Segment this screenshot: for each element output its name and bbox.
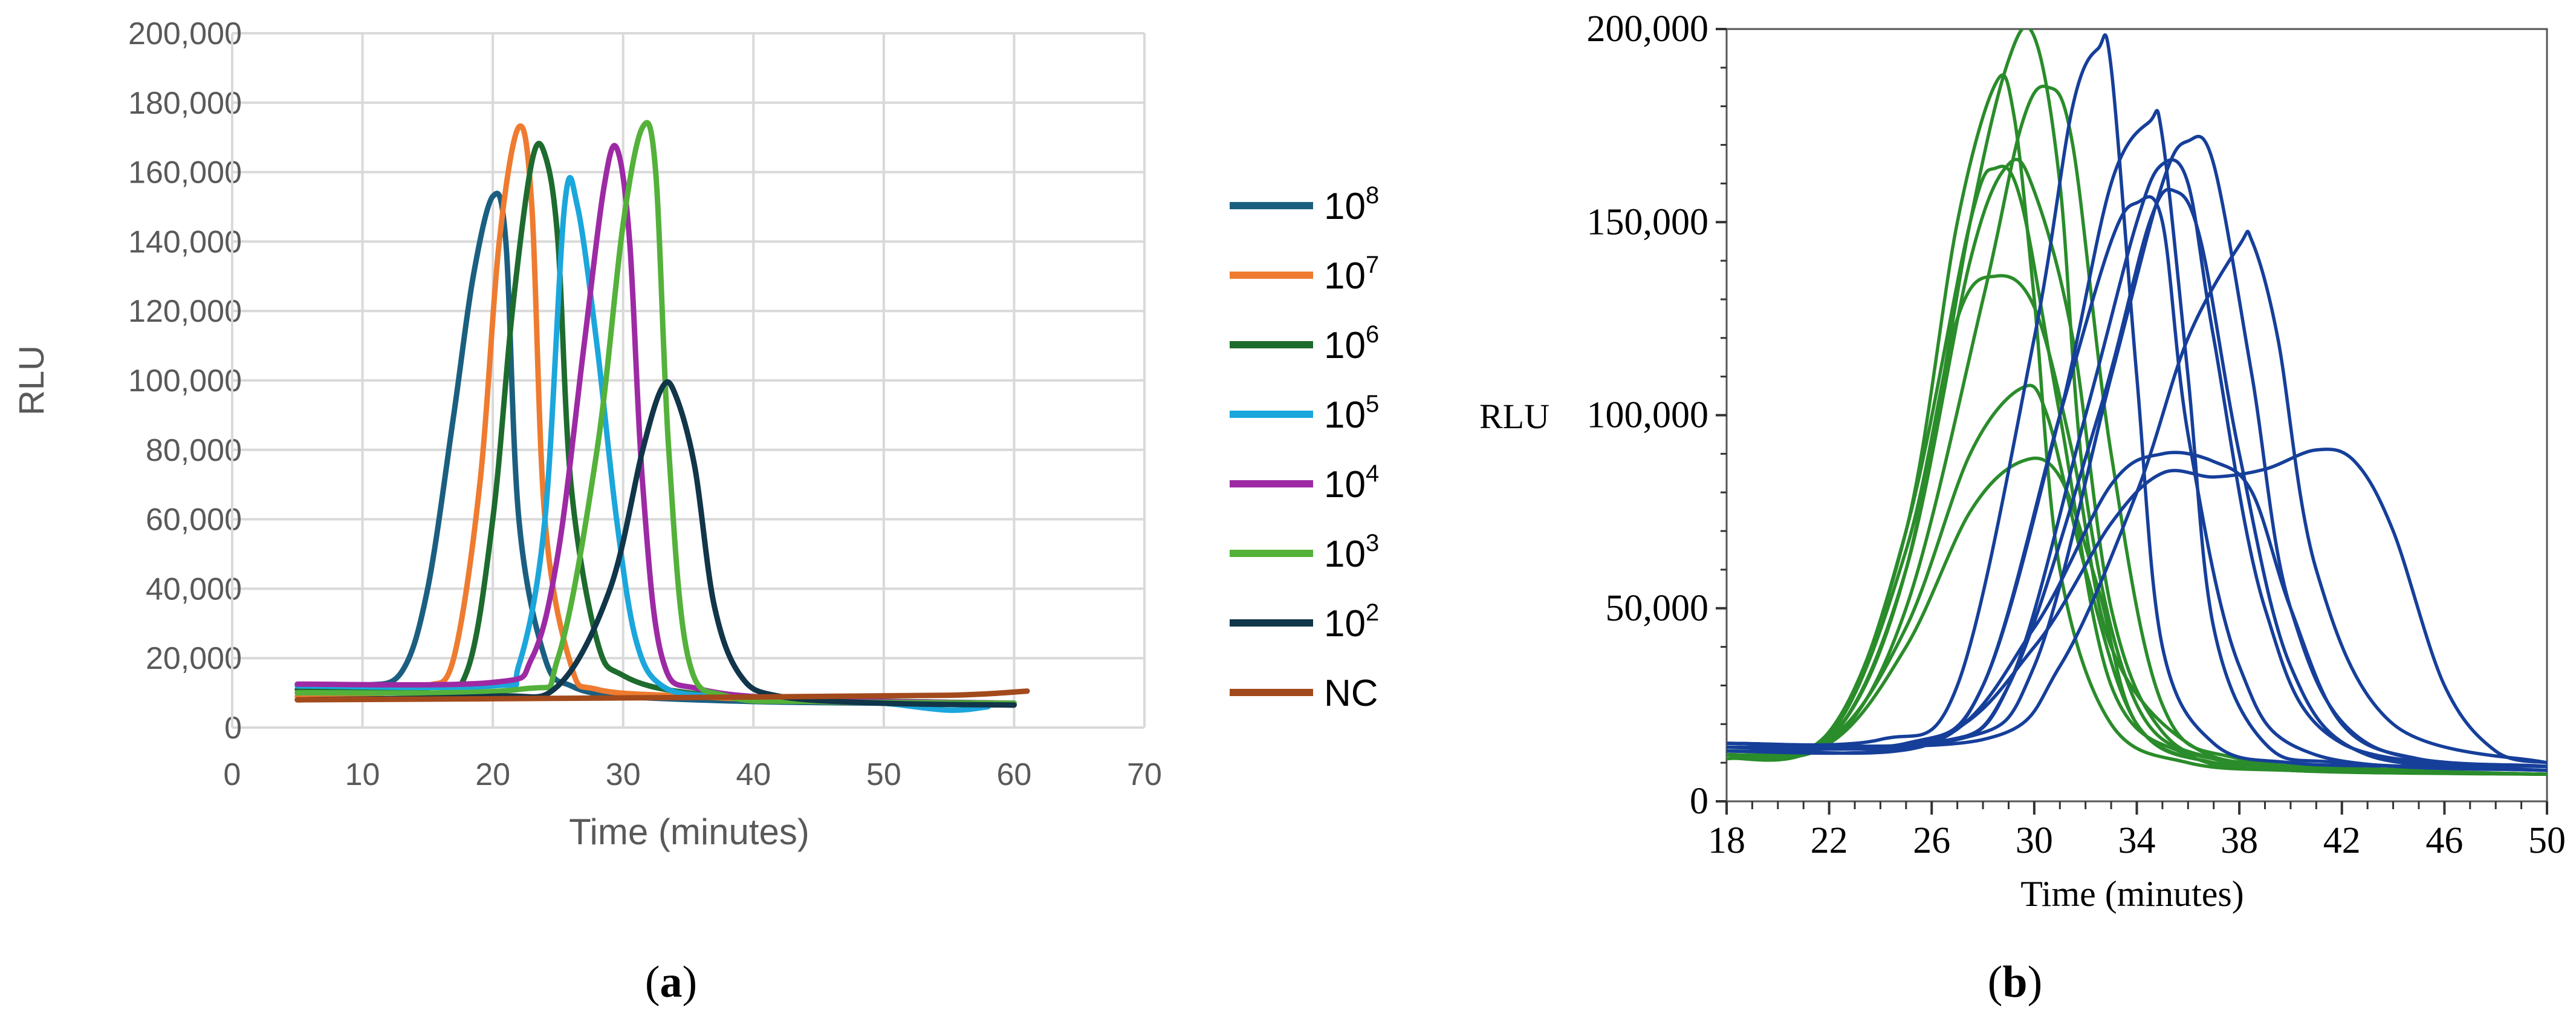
x-tick-label: 34: [2118, 820, 2156, 861]
green-curve: [1727, 157, 2547, 777]
legend-label: 107: [1324, 252, 1379, 297]
x-tick-label: 46: [2425, 820, 2463, 861]
chart-a: 0 20,000 40,000 60,000 80,000 100,000 120,000 1…: [12, 16, 1379, 852]
chart-b: 0 50,000 100,000 150,000 200,000 18 22 26 30 34 38…: [1479, 8, 2566, 914]
x-tick-label: 38: [2221, 820, 2258, 861]
x-tick-label: 20: [475, 757, 510, 792]
x-tick-label: 40: [736, 757, 771, 792]
x-tick-label: 42: [2323, 820, 2361, 861]
y-tick-label: 0: [1690, 781, 1708, 822]
y-tick-label: 80,000: [146, 433, 242, 468]
y-tick-label: 200,000: [128, 16, 242, 51]
legend-label: 105: [1324, 391, 1379, 436]
blue-curve: [1727, 229, 2547, 764]
legend-label: 106: [1324, 321, 1379, 366]
legend-label: NC: [1324, 673, 1378, 714]
panel-a-label: (a): [645, 957, 697, 1007]
y-tick-label: 180,000: [128, 86, 242, 121]
legend-label: 104: [1324, 460, 1379, 506]
y-tick-label: 150,000: [1587, 201, 1709, 243]
y-tick-label: 120,000: [128, 294, 242, 329]
series-group: [1727, 29, 2547, 777]
x-tick-label: 0: [224, 757, 241, 792]
x-tick-label: 70: [1127, 757, 1162, 792]
plot-frame: [1725, 28, 2548, 803]
series-line: [294, 379, 1017, 708]
x-tick-label: 50: [866, 757, 901, 792]
x-tick-label: 18: [1708, 820, 1745, 861]
legend-label: 102: [1324, 599, 1379, 645]
y-tick-label: 50,000: [1606, 588, 1709, 629]
green-curve: [1727, 164, 2547, 777]
y-tick-label: 140,000: [128, 224, 242, 259]
x-tick-label: 10: [345, 757, 380, 792]
y-tick-label: 100,000: [1587, 395, 1709, 436]
y-tick-label: 60,000: [146, 503, 242, 538]
blue-curve: [1727, 158, 2547, 769]
blue-curve: [1727, 134, 2547, 769]
blue-curve: [1727, 187, 2547, 769]
blue-curve: [1727, 195, 2547, 772]
blue-curve: [1727, 448, 2547, 764]
x-axis-title: Time (minutes): [2020, 874, 2243, 914]
y-tick-label: 160,000: [128, 155, 242, 191]
x-tick-label: 30: [606, 757, 641, 792]
panel-b-label: (b): [1988, 957, 2042, 1007]
blue-curve: [1727, 109, 2547, 772]
y-axis-title: RLU: [12, 345, 51, 415]
series-line: [294, 688, 1030, 703]
legend-label: 103: [1324, 530, 1379, 575]
x-tick-label: 26: [1913, 820, 1950, 861]
legend-label: 108: [1324, 182, 1379, 227]
y-tick-label: 100,000: [128, 363, 242, 399]
green-curve: [1727, 73, 2547, 777]
series-line: [294, 143, 1017, 706]
green-curve: [1727, 84, 2547, 777]
blue-curve: [1727, 33, 2547, 772]
x-tick-label: 50: [2528, 820, 2566, 861]
green-curve: [1727, 274, 2547, 777]
x-tick-label: 60: [997, 757, 1032, 792]
green-curve: [1727, 29, 2547, 777]
y-tick-label: 200,000: [1587, 8, 1709, 50]
x-axis-title: Time (minutes): [569, 812, 809, 852]
x-tick-label: 30: [2016, 820, 2053, 861]
y-tick-label: 20,000: [146, 641, 242, 676]
blue-curve: [1727, 451, 2547, 769]
y-axis-title: RLU: [1479, 397, 1549, 436]
y-tick-label: 40,000: [146, 572, 242, 607]
x-tick-label: 22: [1811, 820, 1848, 861]
